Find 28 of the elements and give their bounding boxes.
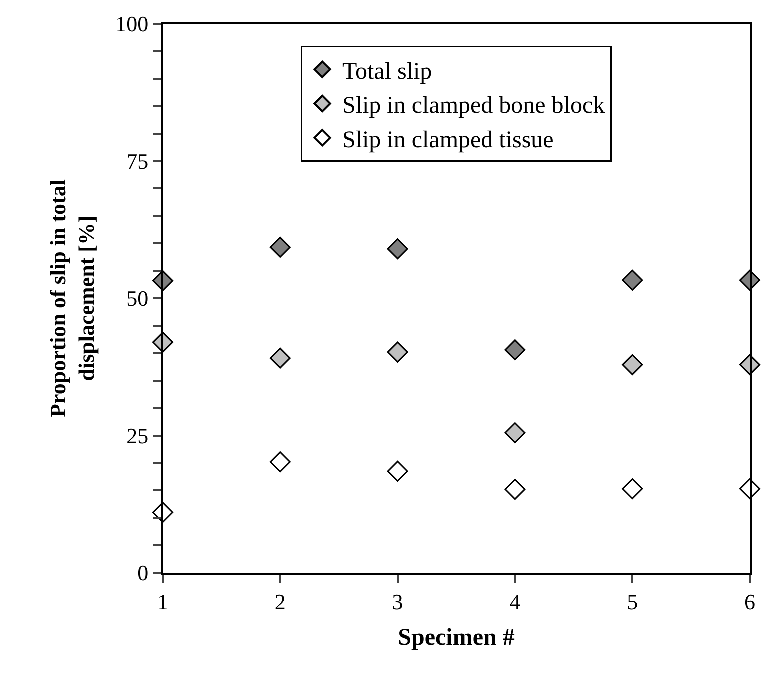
legend-label: Slip in clamped bone block (342, 93, 606, 120)
legend-label: Slip in clamped tissue (342, 127, 554, 154)
x-tick-label: 5 (627, 589, 638, 614)
point (504, 479, 526, 500)
x-tick-label: 3 (392, 589, 404, 614)
y-tick-label: 50 (126, 286, 149, 312)
point (504, 340, 526, 361)
x-tick-label: 4 (510, 589, 521, 614)
y-tick-label: 0 (138, 560, 149, 586)
y-axis-title: Proportion of slip in total displacement [%] (45, 180, 99, 418)
point (387, 342, 408, 363)
point (387, 238, 408, 260)
point (504, 422, 526, 444)
point (270, 452, 291, 473)
x-axis-title: Specimen # (398, 625, 515, 652)
x-tick-label: 6 (744, 589, 756, 614)
x-tick-label: 1 (158, 589, 168, 614)
point (270, 236, 291, 258)
y-tick-label: 100 (116, 12, 149, 37)
point (387, 460, 408, 482)
legend-label: Total slip (342, 58, 432, 85)
point (622, 270, 644, 291)
point (270, 348, 291, 369)
point (622, 478, 644, 500)
x-tick-label: 2 (274, 589, 286, 614)
y-tick-label: 75 (126, 148, 149, 174)
y-tick-label: 25 (126, 423, 149, 448)
point (622, 354, 644, 376)
